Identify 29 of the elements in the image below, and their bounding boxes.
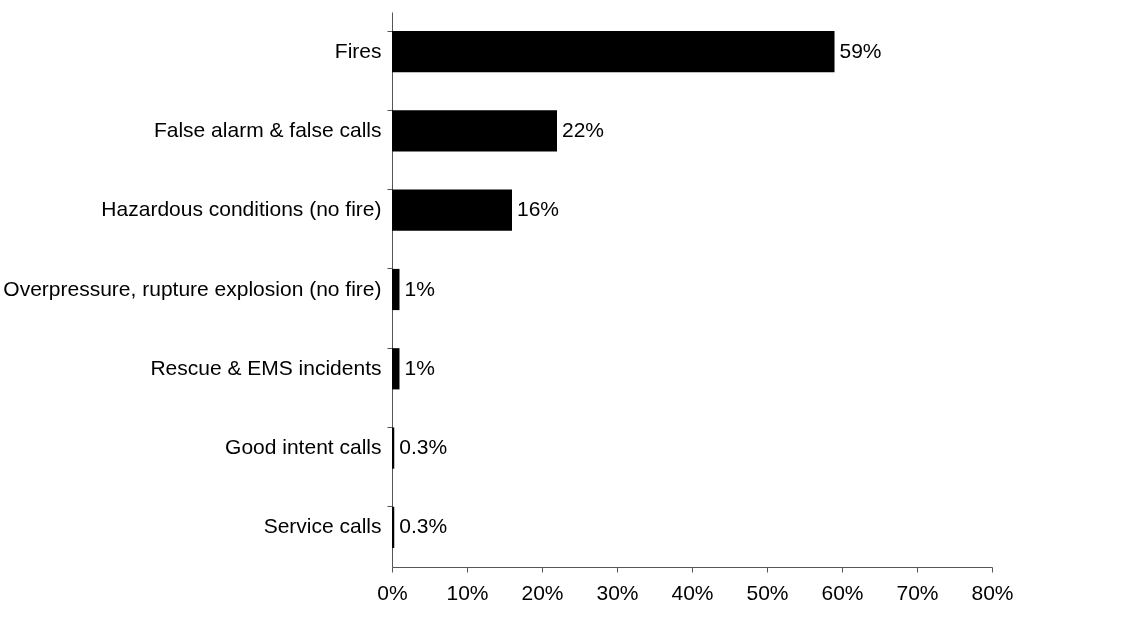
x-tick-label: 60% bbox=[821, 580, 864, 604]
bar bbox=[392, 189, 512, 231]
x-tick-label: 40% bbox=[671, 580, 714, 604]
data-label: 22% bbox=[562, 117, 605, 141]
data-label: 16% bbox=[517, 197, 560, 221]
data-label: 59% bbox=[839, 38, 882, 62]
x-tick-label: 80% bbox=[971, 580, 1014, 604]
bar bbox=[392, 31, 835, 73]
x-tick-label: 70% bbox=[896, 580, 939, 604]
y-tick-label: Good intent calls bbox=[225, 435, 382, 459]
y-tick-label: False alarm & false calls bbox=[153, 117, 382, 141]
data-label: 1% bbox=[404, 355, 435, 379]
y-tick-label: Overpressure, rupture explosion (no fire) bbox=[3, 276, 382, 300]
y-tick-label: Rescue & EMS incidents bbox=[150, 355, 382, 379]
bar bbox=[392, 427, 395, 469]
data-label: 0.3% bbox=[399, 435, 448, 459]
data-label: 1% bbox=[404, 276, 435, 300]
y-tick-label: Fires bbox=[334, 38, 382, 62]
bar bbox=[392, 348, 400, 390]
x-tick-label: 20% bbox=[521, 580, 564, 604]
bar bbox=[392, 110, 557, 152]
y-tick-label: Hazardous conditions (no fire) bbox=[101, 197, 382, 221]
x-tick-label: 0% bbox=[377, 580, 408, 604]
x-tick-label: 30% bbox=[596, 580, 639, 604]
bar bbox=[392, 268, 400, 311]
data-label: 0.3% bbox=[399, 514, 448, 538]
x-tick-label: 10% bbox=[446, 580, 489, 604]
x-tick-label: 50% bbox=[746, 580, 789, 604]
y-tick-label: Service calls bbox=[263, 514, 382, 538]
